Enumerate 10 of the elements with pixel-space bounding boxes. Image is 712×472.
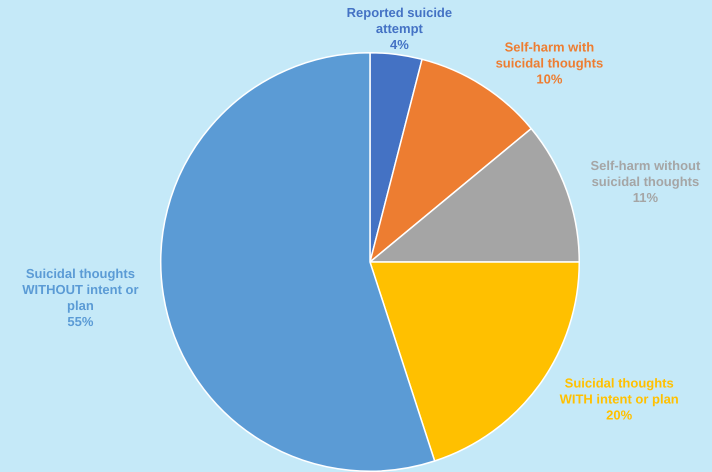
data-label: 10%	[536, 72, 563, 87]
data-label: 55%	[67, 314, 94, 330]
slice-label: Suicidal thoughts WITHOUT intent or plan	[22, 266, 139, 314]
data-label: 20%	[606, 407, 633, 422]
slice-label: Reported suicide attempt	[346, 5, 452, 36]
data-label: 11%	[632, 190, 658, 206]
slice-label: Self-harm without suicidal thoughts	[590, 158, 701, 190]
slice-label: Self-harm with suicidal thoughts	[496, 40, 604, 71]
data-label: 4%	[390, 37, 410, 52]
slice-label: Suicidal thoughts WITH intent or plan	[560, 375, 679, 406]
